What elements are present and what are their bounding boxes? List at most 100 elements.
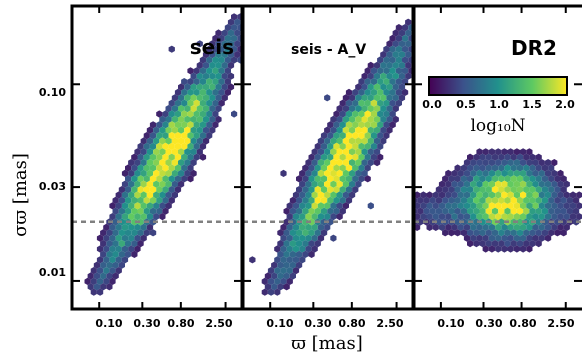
hexbin xyxy=(438,223,446,231)
hexbin xyxy=(532,159,539,167)
hexbin xyxy=(156,164,163,172)
hexbin xyxy=(529,240,536,248)
hexbin xyxy=(538,202,545,210)
hexbin xyxy=(277,272,284,280)
hexbin xyxy=(199,88,207,96)
hexbin xyxy=(171,169,178,177)
hexbin xyxy=(131,218,138,226)
hexbin xyxy=(330,202,337,210)
hexbin xyxy=(118,240,125,248)
hexbin xyxy=(349,169,356,177)
hexbin xyxy=(330,169,337,177)
hexbin xyxy=(156,175,163,183)
hexbin xyxy=(327,121,334,129)
hexbin xyxy=(529,186,536,194)
hexbin xyxy=(314,229,321,237)
hexbin xyxy=(526,191,533,199)
hexbin xyxy=(330,115,337,123)
hexbin xyxy=(209,105,216,113)
hexbin xyxy=(352,142,359,150)
hexbin xyxy=(364,132,371,140)
hexbin xyxy=(196,126,203,134)
hexbin xyxy=(109,213,116,221)
hexbin xyxy=(327,142,334,150)
hexbin xyxy=(538,213,545,221)
hexbin xyxy=(184,169,191,177)
hexbin xyxy=(373,137,381,145)
hexbin xyxy=(314,186,321,194)
hexbin xyxy=(516,229,524,237)
hexbin xyxy=(479,175,486,183)
hexbin xyxy=(196,137,203,145)
hexbin xyxy=(554,207,561,215)
hexbin xyxy=(333,164,340,172)
hexbin xyxy=(115,267,122,275)
hexbin xyxy=(218,78,225,86)
hexbin xyxy=(358,132,365,140)
hexbin xyxy=(218,67,225,75)
hexbin xyxy=(535,207,542,215)
hexbin xyxy=(140,148,147,156)
hexbin xyxy=(336,202,343,210)
hexbin xyxy=(106,240,113,248)
hexbin xyxy=(467,186,474,194)
hexbin xyxy=(438,180,446,188)
hexbin xyxy=(380,105,387,113)
hexbin xyxy=(274,256,281,264)
hexbin xyxy=(196,148,203,156)
hexbin xyxy=(342,148,349,156)
hexbin xyxy=(510,153,517,161)
hexbin xyxy=(140,223,147,231)
hexbin xyxy=(159,159,166,167)
hexbin xyxy=(513,180,520,188)
hexbin xyxy=(367,159,374,167)
hexbin xyxy=(526,245,533,253)
hexbin xyxy=(426,191,433,199)
hexbin xyxy=(327,207,334,215)
hexbin xyxy=(336,159,343,167)
hexbin xyxy=(125,207,132,215)
hexbin xyxy=(178,169,185,177)
hexbin xyxy=(190,83,197,91)
hexbin xyxy=(267,277,275,285)
hexbin xyxy=(541,207,549,215)
hexbin xyxy=(165,202,172,210)
hexbin xyxy=(507,180,514,188)
hexbin xyxy=(485,186,492,194)
hexbin xyxy=(131,186,138,194)
hexbin xyxy=(209,115,216,123)
hexbin xyxy=(442,196,449,204)
hexbin xyxy=(535,196,542,204)
hexbin xyxy=(467,153,474,161)
hexbin xyxy=(336,126,343,134)
hexbin xyxy=(196,94,203,102)
hexbin xyxy=(118,186,125,194)
hexbin xyxy=(482,191,489,199)
hexbin xyxy=(159,213,166,221)
hexbin xyxy=(234,18,241,26)
hexbin xyxy=(520,180,527,188)
hexbin xyxy=(174,175,182,183)
hexbin xyxy=(526,180,533,188)
hexbin xyxy=(364,67,371,75)
hexbin xyxy=(224,45,231,53)
hexbin xyxy=(196,40,203,48)
hexbin xyxy=(317,169,325,177)
hexbin xyxy=(299,213,306,221)
hexbin xyxy=(544,234,552,242)
hexbin xyxy=(463,180,471,188)
hexbin xyxy=(190,94,197,102)
hexbin xyxy=(526,234,533,242)
hexbin xyxy=(367,202,374,210)
hexbin xyxy=(349,126,356,134)
hexbin xyxy=(140,159,147,167)
hexbin xyxy=(507,223,514,231)
hexbin xyxy=(112,196,119,204)
hexbin xyxy=(438,191,446,199)
hexbin xyxy=(529,164,536,172)
hexbin xyxy=(143,207,150,215)
hexbin xyxy=(314,175,321,183)
hexbin xyxy=(308,207,315,215)
hexbin xyxy=(520,234,527,242)
hexbin xyxy=(488,180,496,188)
